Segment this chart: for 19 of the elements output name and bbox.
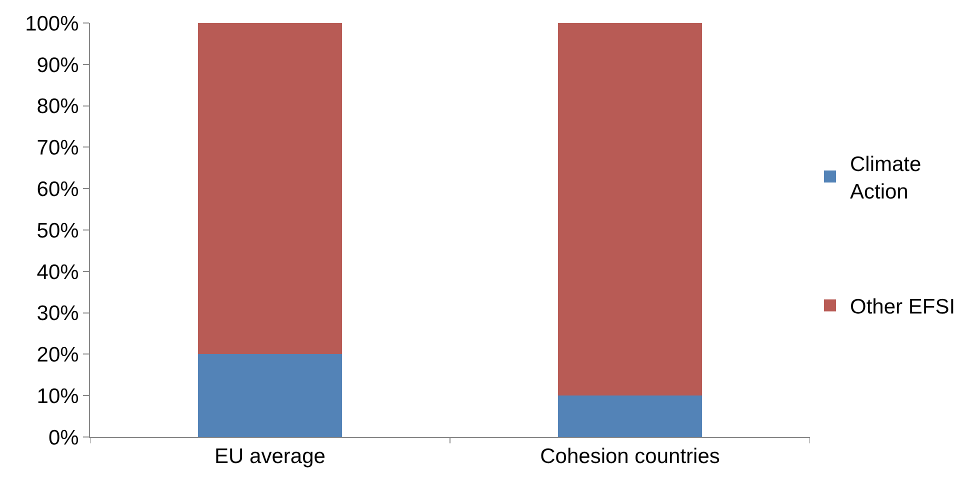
y-tick-label: 50% bbox=[36, 219, 79, 242]
bar bbox=[558, 23, 702, 396]
legend-label: Other EFSI bbox=[850, 296, 956, 319]
y-tick-label: 80% bbox=[36, 95, 79, 118]
y-tick-label: 10% bbox=[36, 384, 79, 408]
x-tick-label: EU average bbox=[214, 445, 326, 468]
bar bbox=[198, 354, 342, 437]
y-tick-label: 90% bbox=[36, 54, 79, 77]
y-tick-label: 20% bbox=[36, 344, 79, 367]
y-tick-label: 30% bbox=[36, 302, 79, 326]
legend-label: Climate Action bbox=[850, 152, 922, 204]
y-tick-label: 100% bbox=[25, 12, 79, 36]
y-tick-label: 0% bbox=[48, 426, 79, 450]
y-tick-label: 40% bbox=[36, 260, 79, 284]
bar bbox=[198, 23, 342, 354]
y-tick-label: 60% bbox=[36, 178, 79, 201]
bar bbox=[558, 396, 702, 437]
y-tick-label: 70% bbox=[36, 136, 79, 160]
x-tick-label: Cohesion countries bbox=[540, 445, 720, 468]
